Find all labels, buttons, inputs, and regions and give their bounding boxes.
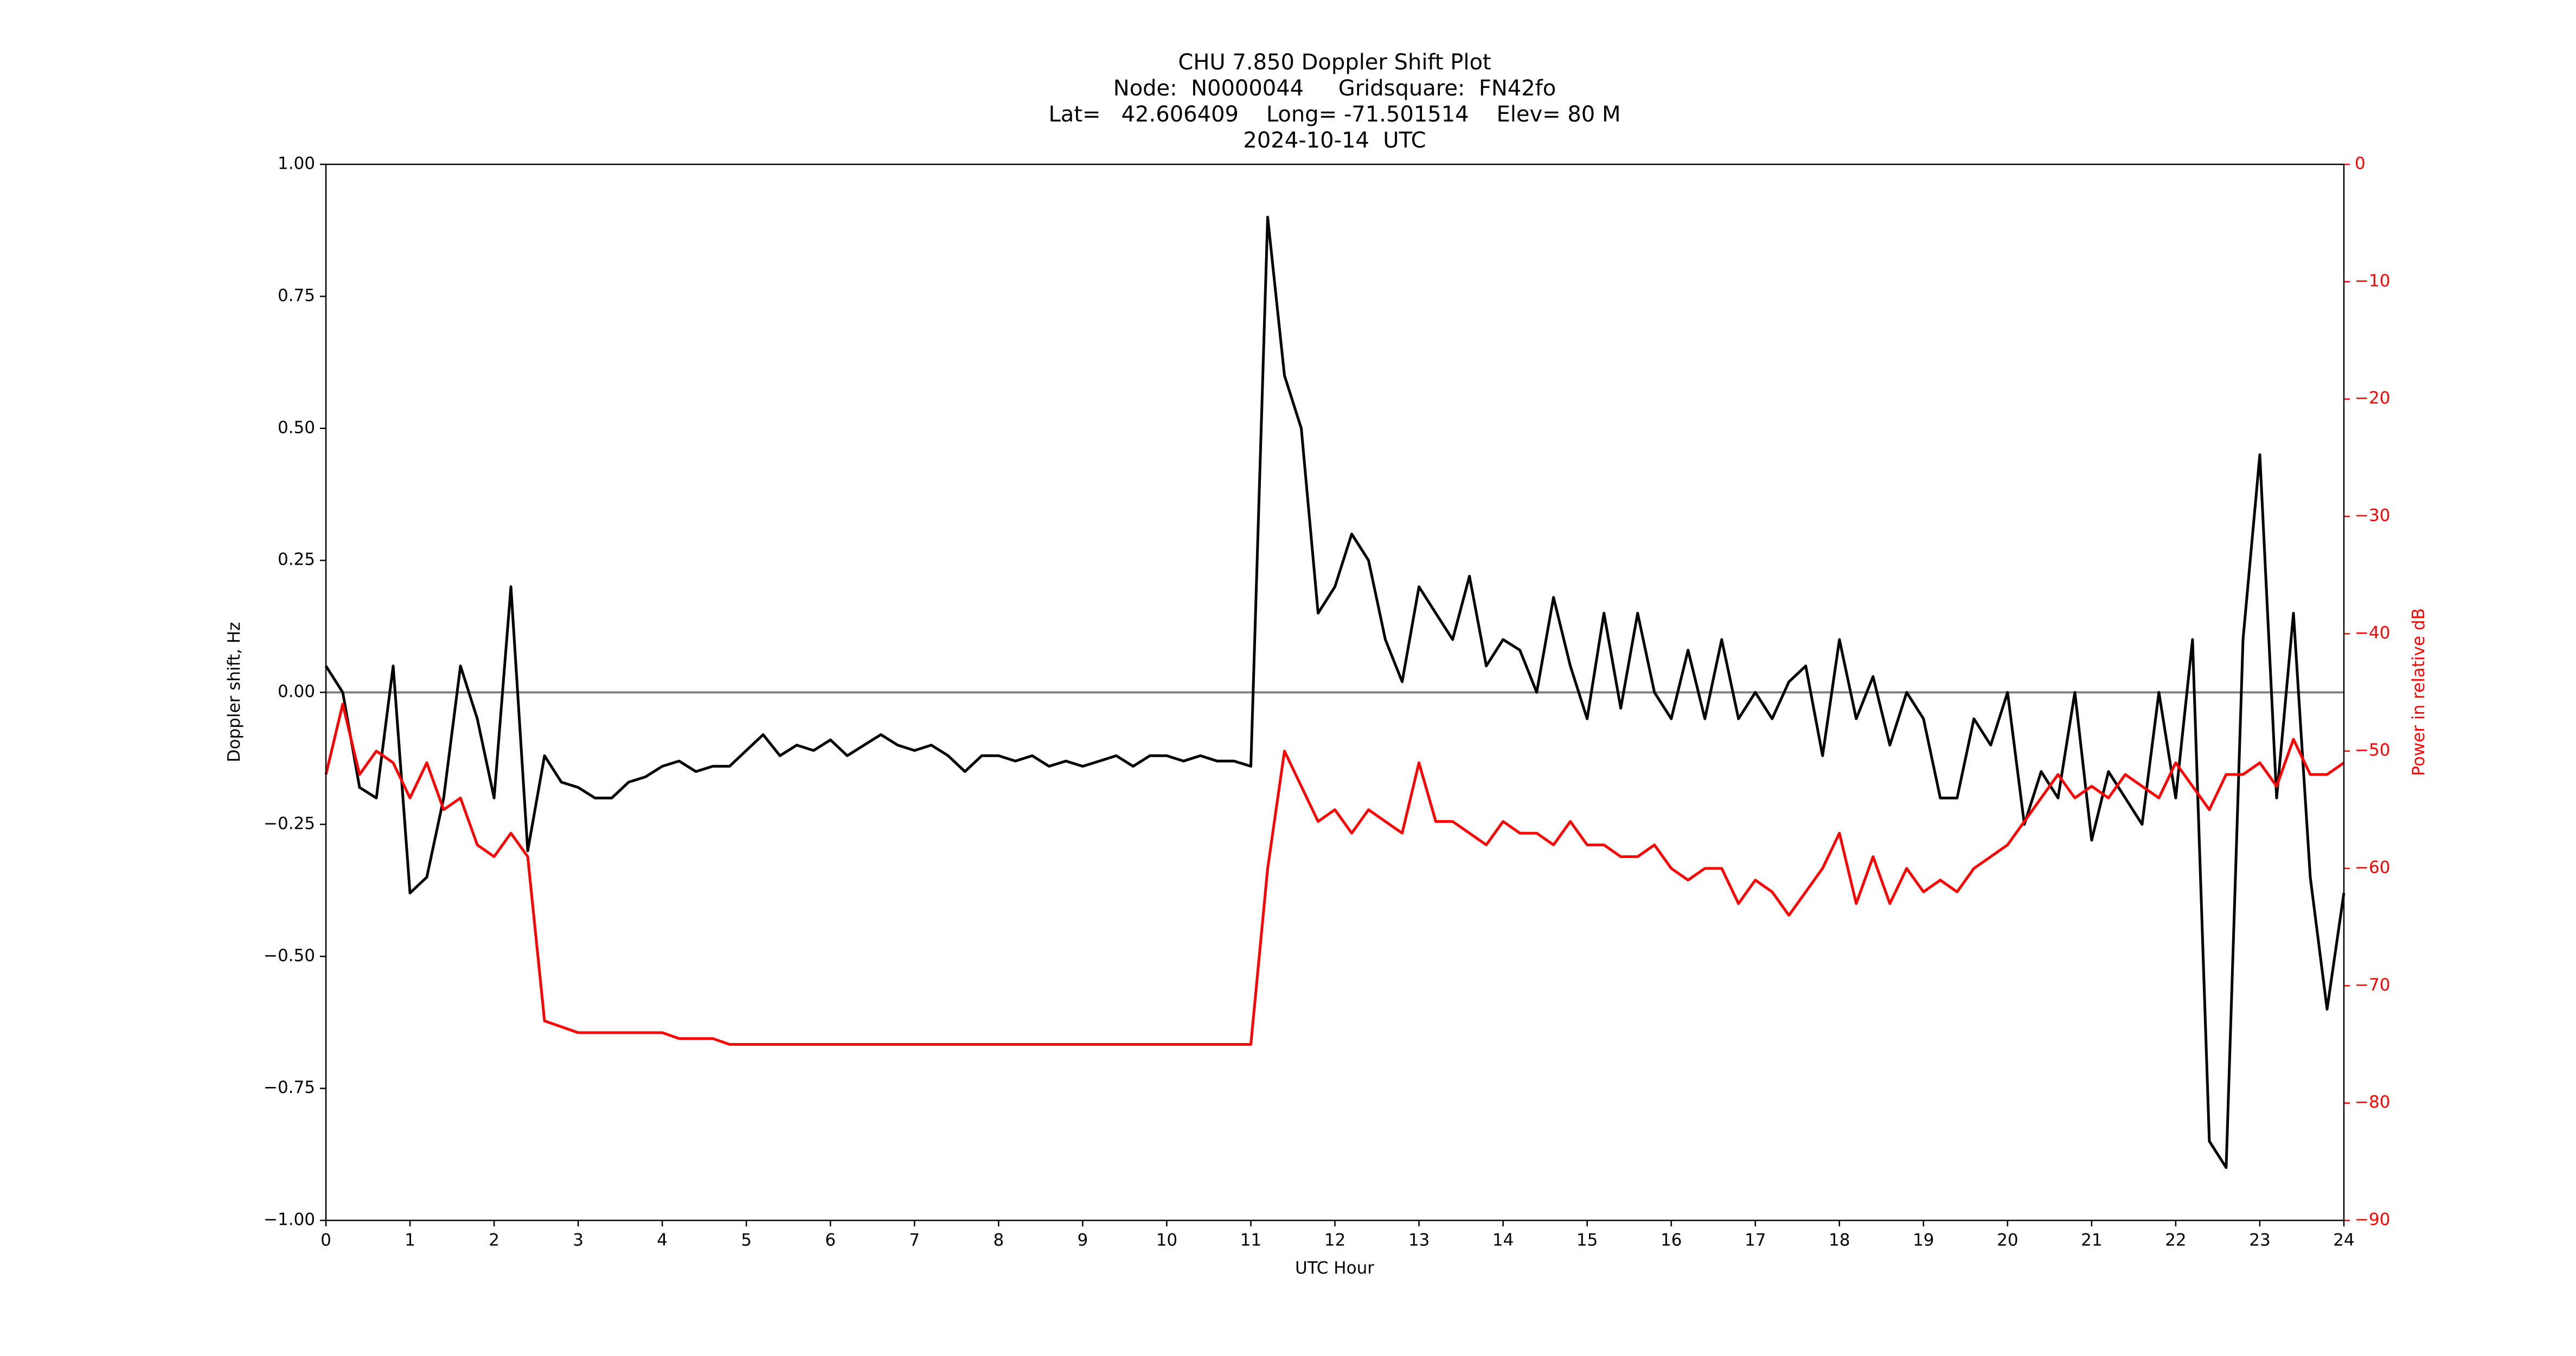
y-tick-label: −1.00 [264,1210,315,1230]
series-line [324,702,2345,1046]
x-tick-label: 6 [825,1231,836,1250]
chart-subtitle: Lat= 42.606409 Long= -71.501514 Elev= 80… [1049,102,1621,127]
x-tick-label: 14 [1492,1231,1514,1250]
chart-subtitle: Node: N0000044 Gridsquare: FN42fo [1113,76,1556,101]
x-tick-label: 9 [1078,1231,1088,1250]
chart-subtitle: 2024-10-14 UTC [1243,128,1426,153]
x-tick-label: 22 [2165,1231,2186,1250]
y2-tick-label: −80 [2355,1092,2390,1112]
x-tick-label: 20 [1997,1231,2018,1250]
y2-tick-label: −60 [2355,858,2390,878]
y2-tick-label: −20 [2355,388,2390,408]
x-tick-label: 23 [2249,1231,2270,1250]
y-tick-label: −0.75 [264,1078,315,1097]
x-tick-label: 4 [657,1231,668,1250]
x-tick-label: 24 [2333,1231,2354,1250]
x-tick-label: 10 [1156,1231,1177,1250]
y-tick-label: 0.25 [278,550,315,570]
y-tick-label: 0.00 [278,682,315,701]
x-tick-label: 13 [1408,1231,1430,1250]
y2-tick-label: 0 [2355,154,2366,174]
x-tick-label: 11 [1240,1231,1261,1250]
x-tick-label: 5 [741,1231,752,1250]
x-tick-label: 18 [1829,1231,1850,1250]
x-axis-label: UTC Hour [1295,1258,1374,1278]
y-tick-label: 1.00 [278,154,315,174]
y2-tick-label: −90 [2355,1210,2390,1230]
y-tick-label: −0.50 [264,946,315,965]
y2-tick-label: −10 [2355,271,2390,291]
y2-tick-label: −30 [2355,506,2390,526]
x-tick-label: 1 [405,1231,415,1250]
y-tick-label: −0.25 [264,814,315,833]
y2-tick-label: −70 [2355,975,2390,995]
y2-axis-label: Power in relative dB [2409,608,2428,776]
y-tick-label: 0.75 [278,286,315,305]
x-tick-label: 7 [909,1231,920,1250]
x-tick-label: 15 [1577,1231,1598,1250]
x-tick-label: 12 [1324,1231,1345,1250]
x-tick-label: 8 [993,1231,1004,1250]
x-tick-label: 16 [1661,1231,1682,1250]
x-tick-label: 0 [321,1231,331,1250]
y2-tick-label: −40 [2355,623,2390,643]
x-tick-label: 19 [1913,1231,1934,1250]
plot-frame [325,163,2345,1221]
x-tick-label: 21 [2081,1231,2102,1250]
chart-title: CHU 7.850 Doppler Shift Plot [1178,50,1491,75]
x-tick-label: 3 [573,1231,584,1250]
x-tick-label: 2 [489,1231,499,1250]
series-line [324,215,2346,1169]
y2-tick-label: −50 [2355,740,2390,760]
y-axis-label: Doppler shift, Hz [225,622,244,763]
x-tick-label: 17 [1745,1231,1766,1250]
y-tick-label: 0.50 [278,418,315,437]
